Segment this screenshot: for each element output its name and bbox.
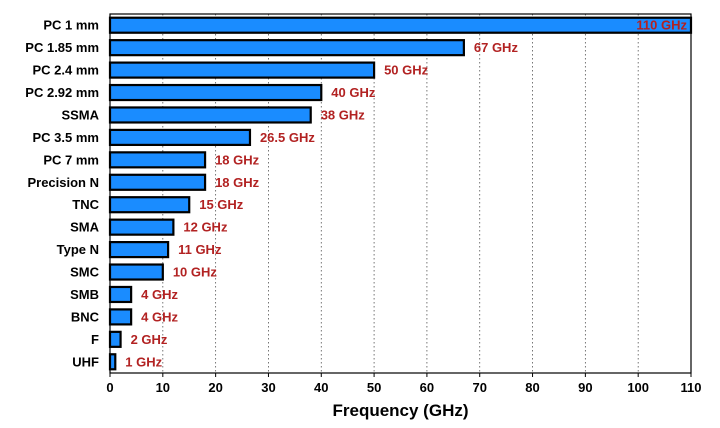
plot-frame xyxy=(109,13,692,374)
x-tick-label-100: 100 xyxy=(627,380,649,395)
x-tick-label-10: 10 xyxy=(156,380,170,395)
data-label-2: 50 GHz xyxy=(384,63,429,78)
bar-1 xyxy=(108,39,465,57)
data-label-1: 67 GHz xyxy=(474,40,519,55)
bar-8 xyxy=(108,196,191,214)
bar-3 xyxy=(108,83,323,102)
data-label-8: 15 GHz xyxy=(199,197,244,212)
x-tick-label-70: 70 xyxy=(472,380,486,395)
bar-15 xyxy=(108,353,117,371)
x-tick-label-20: 20 xyxy=(208,380,222,395)
bar-14 xyxy=(108,330,122,348)
bar-12 xyxy=(108,285,133,304)
bar-6 xyxy=(108,151,207,169)
data-label-4: 38 GHz xyxy=(321,107,366,122)
category-label-3: PC 2.92 mm xyxy=(25,85,99,100)
x-tick-label-50: 50 xyxy=(367,380,381,395)
category-label-10: Type N xyxy=(57,242,99,257)
x-tick-label-30: 30 xyxy=(261,380,275,395)
category-label-4: SSMA xyxy=(61,107,99,122)
bar-13 xyxy=(108,308,133,326)
category-label-5: PC 3.5 mm xyxy=(33,130,99,145)
x-tick-label-60: 60 xyxy=(420,380,434,395)
x-tick-label-110: 110 xyxy=(681,380,702,395)
data-label-14: 2 GHz xyxy=(131,332,168,347)
data-label-6: 18 GHz xyxy=(215,152,260,167)
data-label-12: 4 GHz xyxy=(141,287,178,302)
bar-5 xyxy=(108,128,252,147)
data-label-10: 11 GHz xyxy=(178,242,222,257)
data-label-15: 1 GHz xyxy=(125,354,162,369)
category-labels: PC 1 mm PC 1.85 mm PC 2.4 mm PC 2.92 mm SSMA… xyxy=(25,18,99,370)
bar-0 xyxy=(108,16,693,34)
data-label-0: 110 GHz xyxy=(636,18,687,33)
x-tick-label-90: 90 xyxy=(578,380,592,395)
category-label-0: PC 1 mm xyxy=(43,18,99,33)
data-label-11: 10 GHz xyxy=(173,265,218,280)
category-label-9: SMA xyxy=(70,220,100,235)
x-tick-label-80: 80 xyxy=(525,380,539,395)
bar-10 xyxy=(108,240,170,259)
data-label-9: 12 GHz xyxy=(183,220,228,235)
category-label-12: SMB xyxy=(70,287,99,302)
category-label-14: F xyxy=(91,332,99,347)
bar-2 xyxy=(108,61,376,79)
category-label-13: BNC xyxy=(71,309,100,324)
bar-9 xyxy=(108,218,175,236)
category-label-8: TNC xyxy=(72,197,99,212)
x-tick-label-0: 0 xyxy=(106,380,113,395)
x-tick-label-40: 40 xyxy=(314,380,328,395)
category-label-15: UHF xyxy=(72,354,99,369)
category-label-11: SMC xyxy=(70,265,100,280)
data-label-7: 18 GHz xyxy=(215,175,260,190)
bar-4 xyxy=(108,106,312,124)
data-label-5: 26.5 GHz xyxy=(260,130,315,145)
x-axis-ticks: 0 10 20 30 40 50 60 70 80 90 100 110 xyxy=(106,373,701,395)
category-label-7: Precision N xyxy=(27,175,99,190)
bar-7 xyxy=(108,173,207,191)
bar-11 xyxy=(108,263,164,281)
category-label-1: PC 1.85 mm xyxy=(25,40,99,55)
data-label-13: 4 GHz xyxy=(141,309,178,324)
x-axis-title: Frequency (GHz) xyxy=(332,401,468,420)
category-label-6: PC 7 mm xyxy=(43,152,99,167)
data-label-3: 40 GHz xyxy=(331,85,376,100)
category-label-2: PC 2.4 mm xyxy=(33,63,99,78)
